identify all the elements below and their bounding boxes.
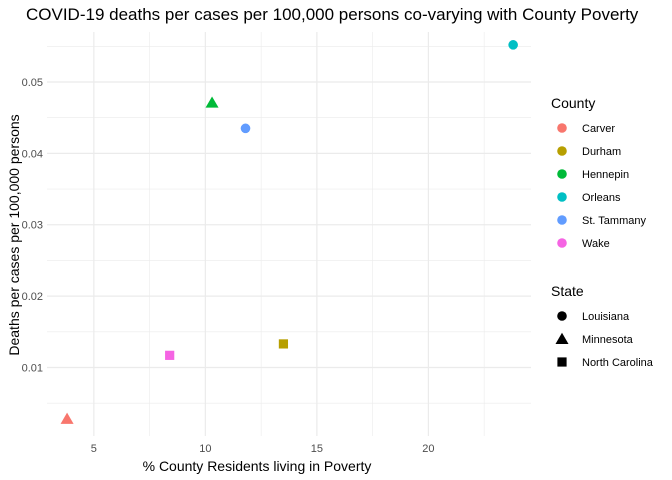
legend-county-label: Carver: [582, 123, 615, 135]
legend-county-key: [557, 123, 567, 133]
legend-county-label: Durham: [582, 146, 621, 158]
legend-state-key: [557, 357, 567, 367]
legend-county: County Carver Durham Hennepin Orleans St. Ta…: [551, 95, 646, 250]
y-tick-label: 0.02: [22, 291, 43, 303]
point-hennepin: [205, 96, 219, 108]
legend-state-title: State: [551, 283, 584, 299]
legend-state-label: Minnesota: [582, 334, 634, 346]
point-st-tammany: [240, 123, 251, 134]
y-tick-label: 0.01: [22, 362, 43, 374]
y-tick-label: 0.04: [22, 148, 43, 160]
major-gridlines: [47, 32, 531, 436]
legend-state-key: [557, 311, 567, 321]
legend-state: State Louisiana Minnesota North Carolina: [551, 283, 654, 369]
minor-gridlines: [47, 32, 531, 436]
legend-county-title: County: [551, 95, 595, 111]
x-axis-ticks: 5 10 15 20: [91, 443, 435, 455]
point-orleans: [508, 40, 518, 50]
legend-state-label: North Carolina: [582, 357, 654, 369]
y-tick-label: 0.03: [22, 220, 43, 232]
x-tick-label: 20: [422, 443, 434, 455]
point-carver: [60, 412, 74, 424]
y-axis-ticks: 0.01 0.02 0.03 0.04 0.05: [22, 77, 43, 375]
y-tick-label: 0.05: [22, 77, 43, 89]
point-durham: [278, 339, 289, 349]
x-axis-title: % County Residents living in Poverty: [143, 458, 372, 474]
legend-county-key: [557, 215, 567, 225]
legend-county-label: Hennepin: [582, 169, 629, 181]
x-tick-label: 5: [91, 443, 97, 455]
point-wake: [165, 350, 175, 360]
legend-county-key: [557, 238, 567, 248]
legend-county-key: [557, 146, 567, 156]
chart-title: COVID-19 deaths per cases per 100,000 pe…: [26, 5, 639, 24]
legend-county-label: Orleans: [582, 192, 621, 204]
data-points: [60, 40, 518, 424]
x-tick-label: 10: [199, 443, 211, 455]
x-tick-label: 15: [311, 443, 323, 455]
legend-state-label: Louisiana: [582, 311, 630, 323]
legend-county-label: St. Tammany: [582, 215, 646, 227]
legend-county-key: [557, 192, 567, 202]
y-axis-title: Deaths per cases per 100,000 persons: [6, 114, 22, 355]
legend-state-key: [555, 332, 569, 344]
legend-county-key: [557, 169, 567, 179]
legend-county-label: Wake: [582, 238, 610, 250]
